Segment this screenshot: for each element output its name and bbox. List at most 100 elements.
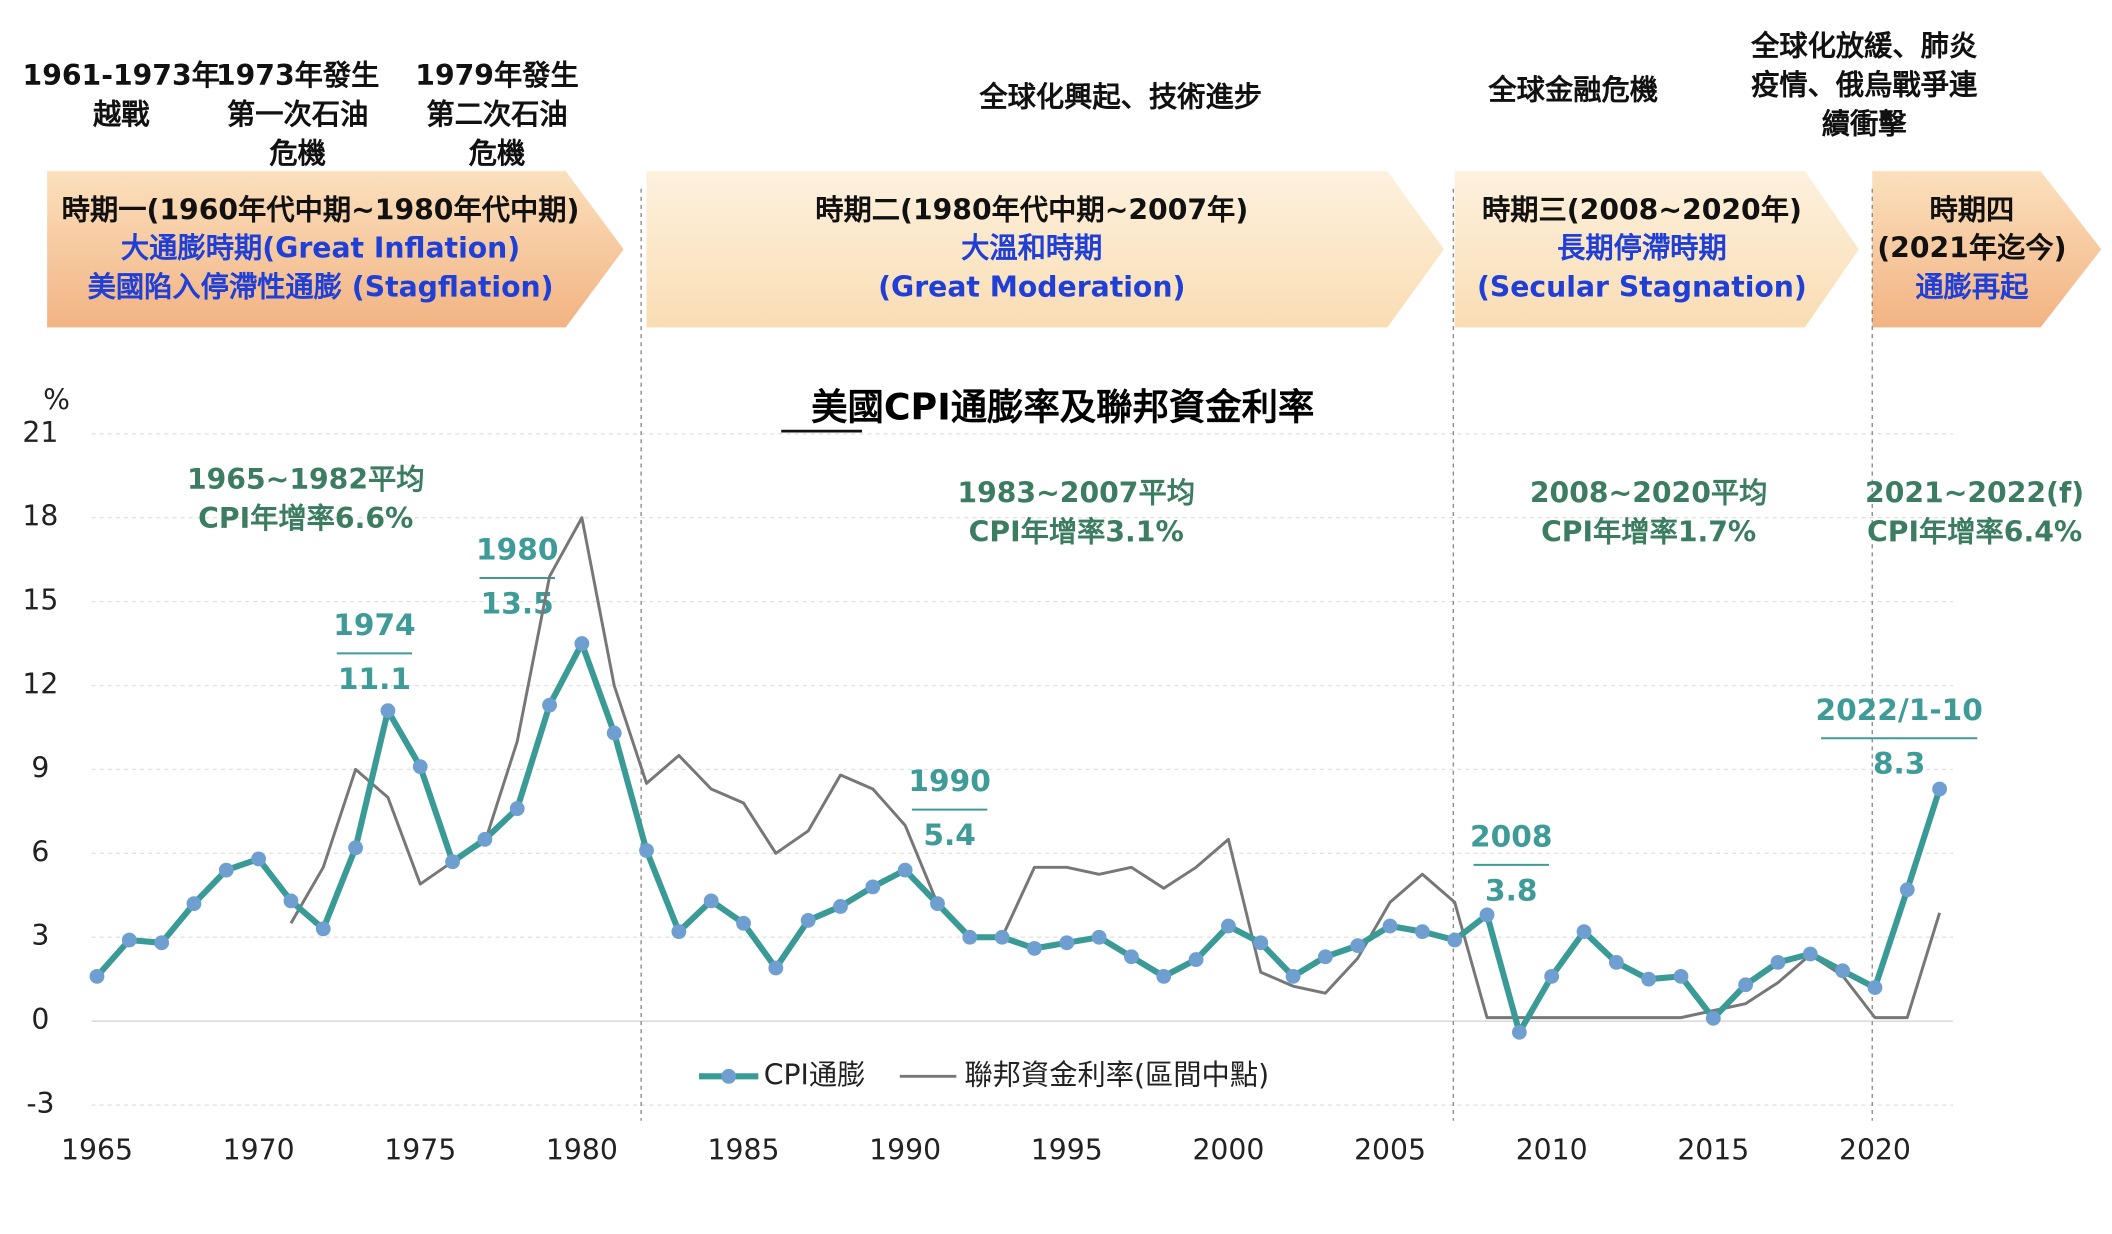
cpi-point: [865, 879, 881, 895]
period-subtitle: (Secular Stagnation): [1477, 270, 1807, 303]
y-tick-label: 18: [22, 500, 58, 533]
average-note: 1965~1982平均: [187, 463, 425, 496]
cpi-point: [994, 929, 1010, 945]
average-note: CPI年增率6.4%: [1867, 516, 2082, 549]
chart-title: 美國CPI通膨率及聯邦資金利率: [811, 386, 1314, 429]
cpi-point: [1285, 968, 1301, 984]
callout-label: 1974: [333, 607, 415, 642]
cpi-point: [833, 899, 848, 914]
callout-label: 1990: [908, 763, 990, 798]
cpi-point: [1479, 907, 1495, 923]
cpi-point: [962, 929, 978, 945]
callout-value: 3.8: [1485, 872, 1537, 907]
event-label: 1973年發生: [216, 59, 379, 92]
cpi-point: [1705, 1010, 1721, 1026]
cpi-point: [477, 831, 493, 847]
cpi-point: [1156, 968, 1172, 984]
average-note: 1983~2007平均: [957, 476, 1195, 509]
cpi-point: [1641, 971, 1657, 987]
event-label: 第二次石油: [426, 98, 567, 131]
cpi-point: [283, 893, 299, 909]
cpi-point: [1027, 940, 1042, 956]
cpi-point: [412, 759, 428, 775]
period-subtitle: 大溫和時期: [961, 231, 1102, 264]
cpi-point: [1124, 949, 1139, 965]
cpi-point: [574, 636, 590, 651]
cpi-point: [509, 801, 525, 816]
cpi-point: [800, 913, 816, 928]
cpi-point: [1188, 952, 1204, 968]
legend-label: CPI通膨: [764, 1058, 866, 1091]
x-tick-label: 1995: [1031, 1134, 1103, 1167]
cpi-point: [218, 862, 234, 878]
cpi-point: [639, 843, 654, 858]
period-arrow: [47, 171, 624, 328]
cpi-point: [703, 893, 719, 909]
cpi-point: [251, 851, 267, 867]
period-arrow: [1872, 171, 2102, 328]
legend-label: 聯邦資金利率(區間中點): [964, 1058, 1269, 1091]
x-tick-label: 1990: [869, 1134, 941, 1167]
cpi-point: [1576, 924, 1592, 940]
x-tick-label: 2020: [1839, 1134, 1911, 1167]
event-label: 疫情、俄烏戰爭連: [1751, 68, 1978, 101]
cpi-point: [1253, 935, 1269, 951]
y-tick-label: 15: [22, 584, 58, 617]
cpi-point: [1059, 935, 1075, 951]
event-label: 全球金融危機: [1487, 74, 1658, 107]
cpi-point: [897, 862, 913, 878]
cpi-point: [1350, 938, 1366, 954]
period-subtitle: 長期停滯時期: [1557, 231, 1727, 264]
cpi-point: [1673, 968, 1689, 984]
y-tick-label: 6: [31, 835, 49, 868]
cpi-point: [542, 697, 557, 713]
y-tick-label: 21: [22, 416, 58, 449]
cpi-point: [1899, 882, 1915, 898]
event-label: 1979年發生: [415, 59, 578, 92]
period-title: 時期四: [1930, 194, 2015, 227]
y-tick-label: 0: [31, 1003, 49, 1036]
x-tick-label: 1985: [708, 1134, 780, 1167]
y-tick-label: 12: [22, 668, 58, 701]
cpi-point: [1382, 918, 1398, 934]
cpi-point: [154, 935, 170, 951]
cpi-point: [1835, 963, 1851, 979]
x-tick-label: 1975: [384, 1134, 456, 1167]
period-title: 時期一(1960年代中期~1980年代中期): [62, 194, 580, 227]
callout-label: 2008: [1470, 818, 1552, 853]
period-subtitle: (Great Moderation): [878, 270, 1185, 303]
cpi-point: [1511, 1024, 1527, 1040]
y-tick-label: -3: [26, 1087, 54, 1120]
y-unit: %: [43, 384, 70, 417]
period-title: 時期三(2008~2020年): [1482, 194, 1802, 227]
cpi-point: [1447, 932, 1463, 948]
cpi-point: [380, 703, 396, 719]
cpi-point: [606, 725, 622, 741]
y-tick-label: 3: [31, 919, 49, 952]
average-note: 2008~2020平均: [1530, 476, 1768, 509]
callout-label: 1980: [476, 532, 558, 567]
average-note: 2021~2022(f): [1865, 476, 2084, 509]
cpi-point: [736, 915, 751, 931]
x-tick-label: 2015: [1677, 1134, 1749, 1167]
cpi-line: [94, 640, 1943, 1036]
event-label: 全球化放緩、肺炎: [1750, 29, 1978, 62]
average-note: CPI年增率1.7%: [1541, 516, 1756, 549]
event-label: 1961-1973年: [23, 59, 220, 92]
cpi-point: [1932, 781, 1947, 797]
period-subtitle: 通膨再起: [1915, 270, 2029, 303]
callout-value: 11.1: [338, 661, 411, 696]
y-tick-label: 9: [31, 751, 49, 784]
period-subtitle: 美國陷入停滯性通膨 (Stagflation): [88, 270, 554, 303]
cpi-point: [445, 854, 460, 870]
cpi-point: [121, 932, 137, 948]
cpi-point: [186, 896, 202, 912]
x-tick-label: 2010: [1516, 1134, 1588, 1167]
cpi-point: [1317, 949, 1333, 965]
event-label: 越戰: [93, 98, 150, 131]
cpi-point: [1414, 924, 1430, 940]
period-arrow: [1454, 171, 1859, 328]
period-title: 時期二(1980年代中期~2007年): [815, 194, 1248, 227]
x-tick-label: 2000: [1192, 1134, 1264, 1167]
